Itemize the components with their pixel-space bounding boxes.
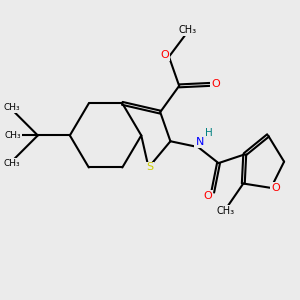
Text: CH₃: CH₃ (3, 103, 20, 112)
Text: O: O (271, 183, 280, 193)
Text: S: S (146, 163, 154, 172)
Text: O: O (211, 80, 220, 89)
Text: CH₃: CH₃ (217, 206, 235, 216)
Text: CH₃: CH₃ (5, 131, 21, 140)
Text: CH₃: CH₃ (3, 159, 20, 168)
Text: O: O (203, 191, 212, 201)
Text: H: H (205, 128, 213, 138)
Text: N: N (195, 137, 204, 147)
Text: O: O (160, 50, 169, 60)
Text: CH₃: CH₃ (179, 26, 197, 35)
